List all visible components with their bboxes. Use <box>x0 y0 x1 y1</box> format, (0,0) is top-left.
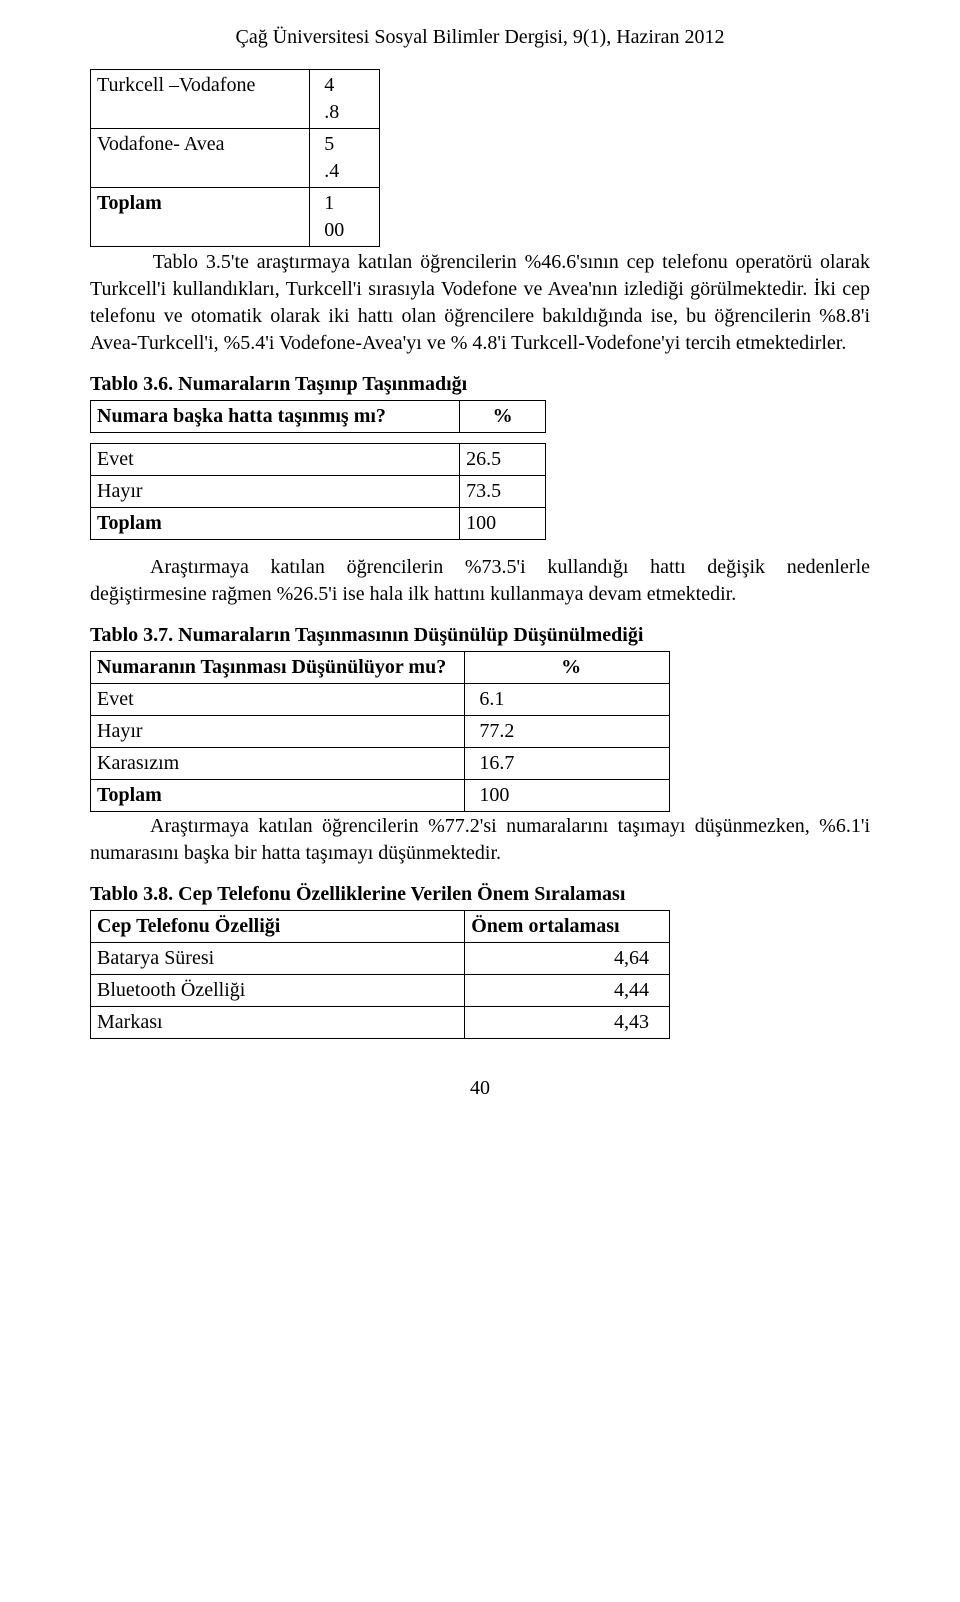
header-cell: % <box>465 652 670 684</box>
table-row: Turkcell –Vodafone 4.8 <box>91 70 380 129</box>
table-row: Evet 26.5 <box>91 444 546 476</box>
paragraph-1: Tablo 3.5'te araştırmaya katılan öğrenci… <box>90 249 870 357</box>
cell: Toplam <box>91 780 465 812</box>
table-3-5-continuation: Turkcell –Vodafone 4.8 Vodafone- Avea 5.… <box>90 69 380 247</box>
cell: Batarya Süresi <box>91 943 465 975</box>
table-header-row: Numara başka hatta taşınmış mı? % <box>91 401 546 433</box>
header-cell: Numara başka hatta taşınmış mı? <box>91 401 460 433</box>
cell: Evet <box>91 684 465 716</box>
cell: Markası <box>91 1007 465 1039</box>
cell: 5.4 <box>310 129 380 188</box>
cell: Toplam <box>91 508 460 540</box>
header-cell: Numaranın Taşınması Düşünülüyor mu? <box>91 652 465 684</box>
cell: Turkcell –Vodafone <box>91 70 310 129</box>
table-row: Karasızım 16.7 <box>91 748 670 780</box>
cell: 6.1 <box>465 684 670 716</box>
paragraph-2: Araştırmaya katılan öğrencilerin %73.5'i… <box>90 554 870 608</box>
page-header: Çağ Üniversitesi Sosyal Bilimler Dergisi… <box>90 24 870 51</box>
cell: Toplam <box>91 188 310 247</box>
cell: Hayır <box>91 716 465 748</box>
table-row: Hayır 77.2 <box>91 716 670 748</box>
table-row: Bluetooth Özelliği 4,44 <box>91 975 670 1007</box>
cell: 16.7 <box>465 748 670 780</box>
cell: 26.5 <box>460 444 546 476</box>
cell: 73.5 <box>460 476 546 508</box>
table-3-6-body: Evet 26.5 Hayır 73.5 Toplam 100 <box>90 443 546 540</box>
table-row: Toplam 100 <box>91 188 380 247</box>
table-row: Evet 6.1 <box>91 684 670 716</box>
cell: 100 <box>465 780 670 812</box>
paragraph-3: Araştırmaya katılan öğrencilerin %77.2's… <box>90 813 870 867</box>
caption-3-8: Tablo 3.8. Cep Telefonu Özelliklerine Ve… <box>90 881 870 908</box>
table-row: Toplam 100 <box>91 508 546 540</box>
cell: Evet <box>91 444 460 476</box>
cell: 77.2 <box>465 716 670 748</box>
cell: 4,43 <box>465 1007 670 1039</box>
table-row: Toplam 100 <box>91 780 670 812</box>
table-row: Hayır 73.5 <box>91 476 546 508</box>
table-row: Batarya Süresi 4,64 <box>91 943 670 975</box>
table-header-row: Numaranın Taşınması Düşünülüyor mu? % <box>91 652 670 684</box>
table-3-8: Cep Telefonu Özelliği Önem ortalaması Ba… <box>90 910 670 1039</box>
cell: Vodafone- Avea <box>91 129 310 188</box>
cell: 100 <box>460 508 546 540</box>
cell: 100 <box>310 188 380 247</box>
cell: Bluetooth Özelliği <box>91 975 465 1007</box>
table-row: Markası 4,43 <box>91 1007 670 1039</box>
table-row: Vodafone- Avea 5.4 <box>91 129 380 188</box>
page-number: 40 <box>90 1075 870 1102</box>
caption-3-7: Tablo 3.7. Numaraların Taşınmasının Düşü… <box>90 622 870 649</box>
header-cell: Cep Telefonu Özelliği <box>91 911 465 943</box>
cell: Karasızım <box>91 748 465 780</box>
caption-3-6: Tablo 3.6. Numaraların Taşınıp Taşınmadı… <box>90 371 870 398</box>
table-3-7: Numaranın Taşınması Düşünülüyor mu? % Ev… <box>90 651 670 812</box>
header-cell: Önem ortalaması <box>465 911 670 943</box>
cell: 4.8 <box>310 70 380 129</box>
cell: 4,44 <box>465 975 670 1007</box>
table-header-row: Cep Telefonu Özelliği Önem ortalaması <box>91 911 670 943</box>
cell: Hayır <box>91 476 460 508</box>
cell: 4,64 <box>465 943 670 975</box>
table-3-6-header: Numara başka hatta taşınmış mı? % <box>90 400 546 433</box>
header-cell: % <box>460 401 546 433</box>
